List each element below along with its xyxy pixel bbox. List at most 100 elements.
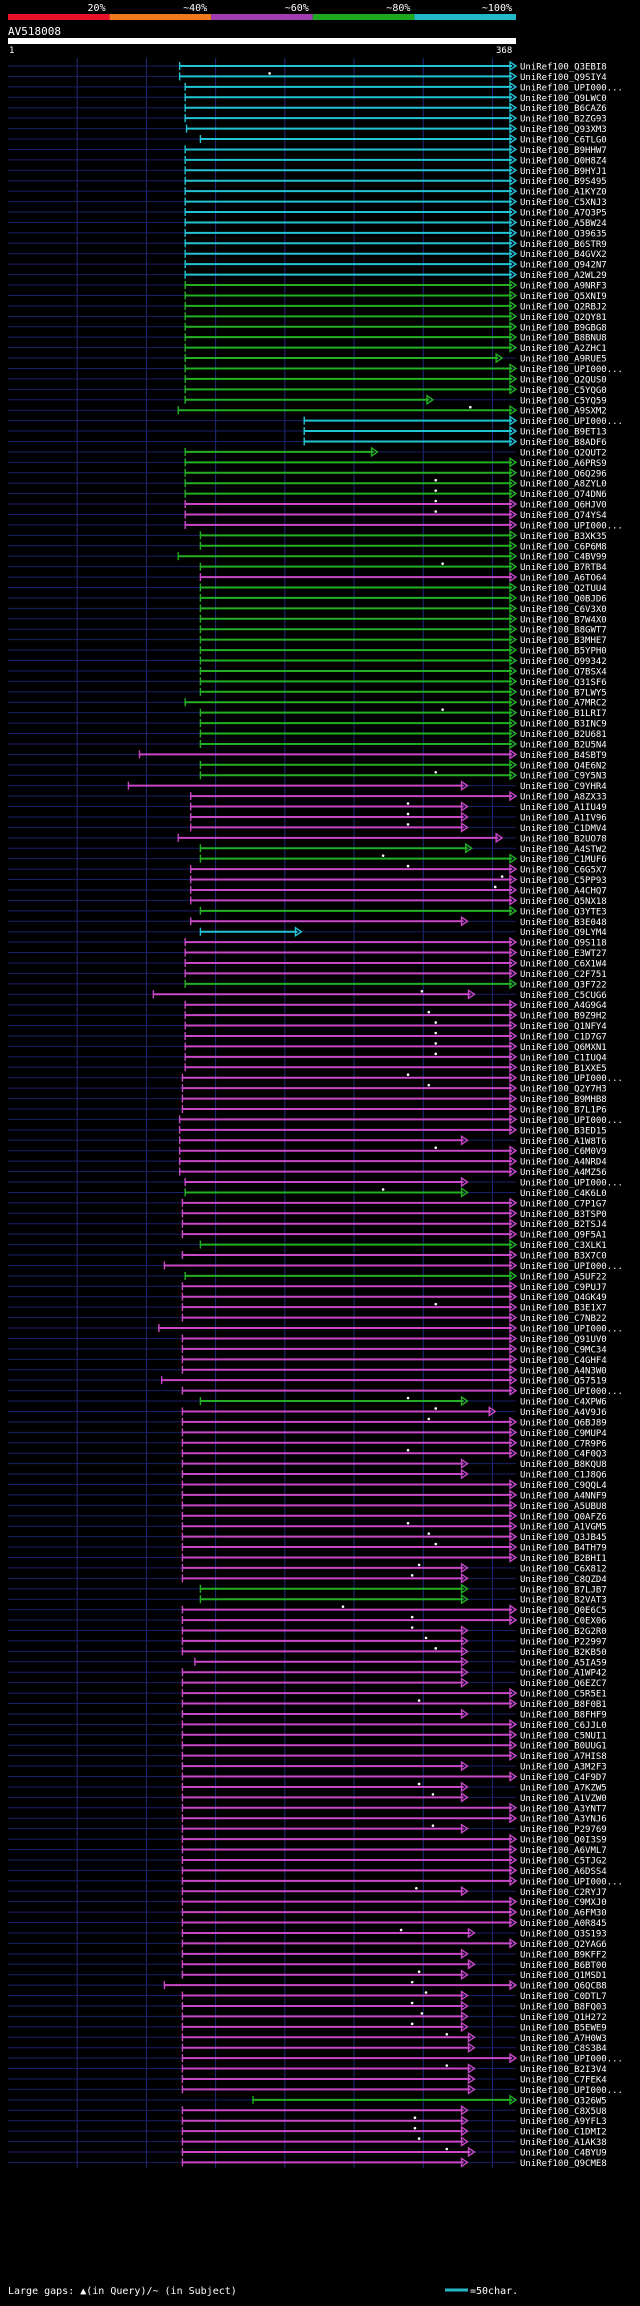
hit-label: UniRef100_UPI000...	[520, 1387, 623, 1397]
query-gap-marker	[427, 1532, 431, 1535]
hit-arrowhead	[467, 2146, 476, 2158]
hit-arrowhead	[460, 1948, 469, 1960]
hit-label: UniRef100_A3YNJ6	[520, 1815, 607, 1825]
hit-label: UniRef100_A5UF22	[520, 1272, 607, 1282]
query-gap-marker	[445, 2064, 449, 2067]
hit-label: UniRef100_B9GBG8	[520, 323, 607, 333]
hit-arrowhead	[509, 102, 518, 114]
hit-arrowhead	[460, 1760, 469, 1772]
hit-arrowhead	[509, 2052, 518, 2064]
hit-label: UniRef100_A1KYZ0	[520, 188, 607, 198]
query-gap-marker	[469, 405, 472, 409]
hit-label: UniRef100_B8FQ03	[520, 2002, 607, 2012]
hit-label: UniRef100_C0DTL7	[520, 1992, 607, 2002]
query-gap-marker	[434, 1647, 438, 1650]
hit-label: UniRef100_Q3EBI8	[520, 63, 607, 73]
hit-label: UniRef100_B1LRI7	[520, 709, 607, 719]
query-gap-marker	[410, 1626, 414, 1629]
hit-arrowhead	[509, 1906, 518, 1918]
query-gap-marker	[427, 1010, 431, 1014]
hit-label: UniRef100_C1DMV4	[520, 824, 607, 834]
hit-label: UniRef100_Q9LWC0	[520, 94, 607, 104]
query-gap-marker	[417, 1563, 421, 1567]
hit-arrowhead	[509, 217, 518, 228]
hit-label: UniRef100_B8F0B1	[520, 1700, 607, 1710]
query-gap-marker	[434, 1052, 438, 1056]
hit-label: UniRef100_C4F9D7	[520, 1773, 607, 1783]
hit-arrowhead	[460, 1677, 469, 1688]
hit-label: UniRef100_B2KB50	[520, 1648, 607, 1658]
hit-label: UniRef100_Q1MSD1	[520, 1971, 607, 1981]
hit-label: UniRef100_Q7BSX4	[520, 667, 607, 677]
hit-label: UniRef100_A7Q3P5	[520, 209, 607, 219]
hit-arrowhead	[509, 457, 518, 468]
hit-label: UniRef100_A4CHQ7	[520, 886, 607, 896]
footer: Large gaps: ▲(in Query)/~ (in Subject) =…	[8, 2286, 518, 2297]
hit-arrowhead	[509, 519, 518, 531]
hit-label: UniRef100_A6FM30	[520, 1909, 607, 1919]
hit-arrowhead	[460, 1593, 469, 1605]
hit-arrowhead	[509, 728, 518, 739]
hit-label: UniRef100_C6X812	[520, 1564, 607, 1574]
hit-label: UniRef100_Q0E6C5	[520, 1606, 607, 1616]
hit-label: UniRef100_B3E1X7	[520, 1304, 607, 1314]
hit-label: UniRef100_Q1NFY4	[520, 1022, 607, 1032]
query-gap-marker	[406, 1521, 410, 1525]
hit-arrowhead	[509, 613, 518, 625]
query-gap-marker	[420, 2012, 424, 2015]
query-gap-marker	[417, 1970, 421, 1973]
query-gap-marker	[445, 2147, 449, 2151]
hit-label: UniRef100_A1W8T6	[520, 1137, 607, 1147]
legend-swatch	[312, 14, 415, 20]
hit-label: UniRef100_C5YQ59	[520, 396, 607, 406]
hit-label: UniRef100_B7W4X0	[520, 615, 607, 625]
query-gap-marker	[410, 2001, 414, 2005]
hit-arrowhead	[509, 1479, 518, 1490]
hit-label: UniRef100_C6M0V9	[520, 1147, 607, 1157]
hit-arrowhead	[509, 1041, 518, 1052]
legend-label: ~100%	[482, 3, 512, 14]
hit-label: UniRef100_A9SXM2	[520, 407, 607, 417]
query-gap-marker	[399, 1928, 403, 1932]
hit-arrowhead	[509, 123, 518, 134]
hit-arrowhead	[509, 404, 518, 416]
hit-label: UniRef100_C6JJL0	[520, 1721, 607, 1731]
hit-arrowhead	[509, 488, 518, 499]
hit-label: UniRef100_Q9SIY4	[520, 73, 607, 83]
hit-label: UniRef100_C1J8Q6	[520, 1471, 607, 1481]
query-gap-marker	[434, 489, 438, 492]
hit-label: UniRef100_B4GVX2	[520, 250, 607, 260]
hit-label: UniRef100_Q91UV0	[520, 1335, 607, 1345]
hit-arrowhead	[465, 842, 473, 854]
hit-label: UniRef100_B9HYJ1	[520, 167, 607, 177]
hit-label: UniRef100_B9MHB8	[520, 1095, 607, 1105]
hit-arrowhead	[509, 550, 518, 562]
query-gap-marker	[415, 1886, 418, 1890]
hit-arrowhead	[509, 1082, 518, 1094]
hit-label: UniRef100_B7LWY5	[520, 688, 607, 698]
hit-arrowhead	[509, 1489, 518, 1501]
hit-label: UniRef100_Q1H272	[520, 2013, 607, 2023]
hit-label: UniRef100_B9KFF2	[520, 1950, 607, 1960]
hit-label: UniRef100_B9S495	[520, 177, 607, 187]
hit-arrowhead	[467, 1958, 476, 1970]
hit-arrowhead	[509, 665, 518, 677]
hit-arrowhead	[467, 988, 476, 1000]
hit-label: UniRef100_Q2YAG6	[520, 1940, 607, 1950]
hit-label: UniRef100_C6X1W4	[520, 959, 607, 969]
hit-arrowhead	[509, 164, 518, 176]
hit-label: UniRef100_Q6HJV0	[520, 501, 607, 511]
hit-label: UniRef100_B2ZG93	[520, 115, 607, 125]
hit-arrowhead	[509, 311, 518, 322]
hit-arrowhead	[426, 394, 435, 406]
hit-arrowhead	[509, 196, 518, 207]
hit-label: UniRef100_B5YPH0	[520, 647, 607, 657]
hit-arrowhead	[509, 1333, 518, 1344]
query-gap-marker	[500, 875, 504, 878]
hit-label: UniRef100_Q4GK49	[520, 1293, 607, 1303]
hit-arrowhead	[467, 2084, 476, 2095]
hit-label: UniRef100_Q0AFZ6	[520, 1512, 607, 1522]
hit-arrowhead	[509, 540, 518, 552]
query-gap-marker	[434, 478, 438, 482]
